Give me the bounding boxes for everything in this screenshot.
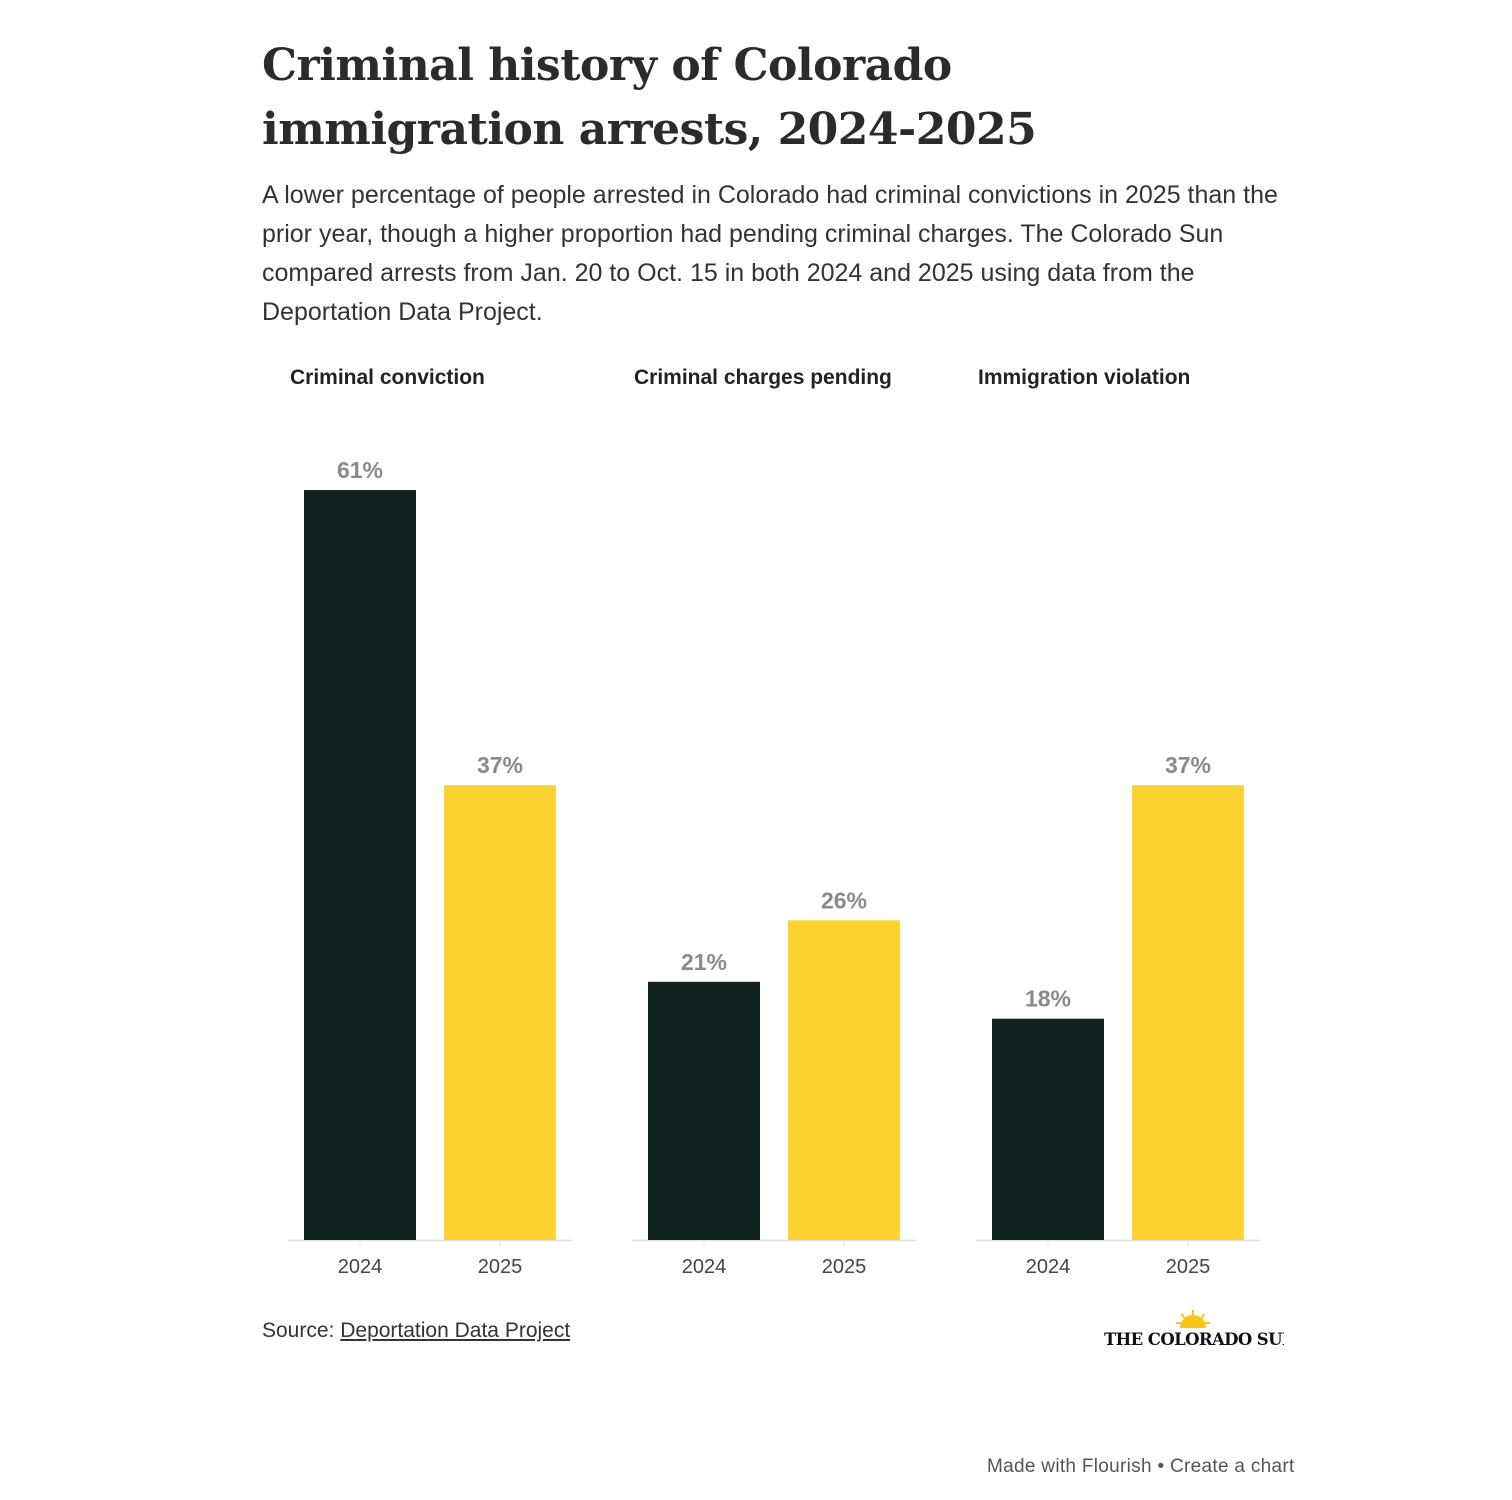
create-chart-link[interactable]: Create a chart	[1170, 1456, 1295, 1477]
data-label: 26%	[821, 887, 867, 913]
data-label: 18%	[1025, 986, 1071, 1012]
x-tick-label: 2025	[822, 1256, 867, 1278]
source-link[interactable]: Deportation Data Project	[340, 1319, 571, 1342]
data-label: 61%	[337, 457, 383, 483]
flourish-footer: Made with Flourish • Create a chart	[987, 1456, 1295, 1478]
x-tick-label: 2024	[338, 1256, 383, 1278]
source-note: Source: Deportation Data Project	[262, 1319, 570, 1343]
source-label: Source:	[262, 1319, 335, 1342]
bar-2025	[444, 785, 556, 1240]
footer-separator: •	[1157, 1456, 1165, 1477]
data-label: 21%	[681, 949, 727, 975]
made-with-flourish-link[interactable]: Made with Flourish	[987, 1456, 1152, 1477]
x-tick-label: 2025	[1166, 1256, 1211, 1278]
x-tick-label: 2024	[1026, 1256, 1071, 1278]
bar-2025	[788, 920, 900, 1240]
colorado-sun-logo: THE COLORADO SUN	[1104, 1308, 1298, 1352]
bar-2024	[648, 981, 760, 1240]
bar-2025	[1132, 785, 1244, 1240]
bar-2024	[992, 1018, 1104, 1240]
chart-title: Criminal history of Colorado immigration…	[262, 40, 1037, 155]
bar-2024	[304, 490, 416, 1240]
sun-icon: THE COLORADO SUN	[1104, 1310, 1298, 1349]
chart-subtitle: A lower percentage of people arrested in…	[262, 181, 1278, 326]
panel-title: Criminal charges pending	[634, 366, 892, 389]
logo-text: THE COLORADO SUN	[1104, 1330, 1284, 1349]
panel-title: Immigration violation	[978, 366, 1190, 389]
data-label: 37%	[1165, 752, 1211, 778]
data-label: 37%	[477, 752, 523, 778]
chart-area: Criminal conviction 61% 2024 37% 2025 Crimina…	[288, 366, 1260, 1278]
x-tick-label: 2025	[478, 1256, 523, 1278]
panel-title: Criminal conviction	[290, 366, 485, 389]
x-tick-label: 2024	[682, 1256, 727, 1278]
